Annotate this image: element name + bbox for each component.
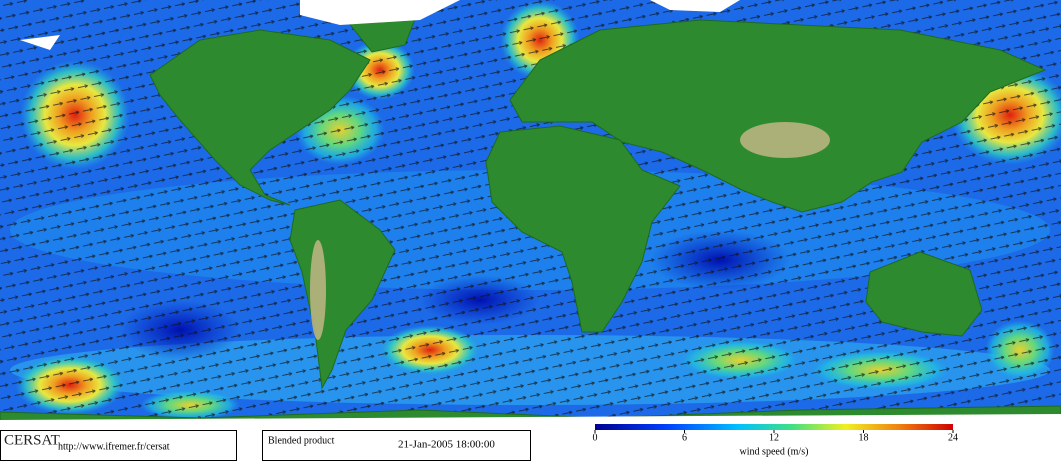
colorbar-tick-label: 18 xyxy=(859,432,869,443)
date: 21-Jan-2005 18:00:00 xyxy=(398,439,495,451)
colorbar-tick-label: 24 xyxy=(948,432,958,443)
highlands xyxy=(310,122,830,340)
url: http://www.ifremer.fr/cersat xyxy=(58,441,170,452)
logo-box xyxy=(0,430,237,461)
colorbar xyxy=(595,424,953,430)
colorbar-tick-label: 6 xyxy=(682,432,687,443)
colorbar-tick-label: 12 xyxy=(769,432,779,443)
product: Blended product xyxy=(268,435,335,446)
logo: CERSAT xyxy=(4,432,60,448)
product-box xyxy=(262,430,531,461)
colorbar-label: wind speed (m/s) xyxy=(740,446,809,457)
colorbar-ticks: 0 6 12 18 24 xyxy=(593,430,958,443)
colorbar-tick-label: 0 xyxy=(593,432,598,443)
